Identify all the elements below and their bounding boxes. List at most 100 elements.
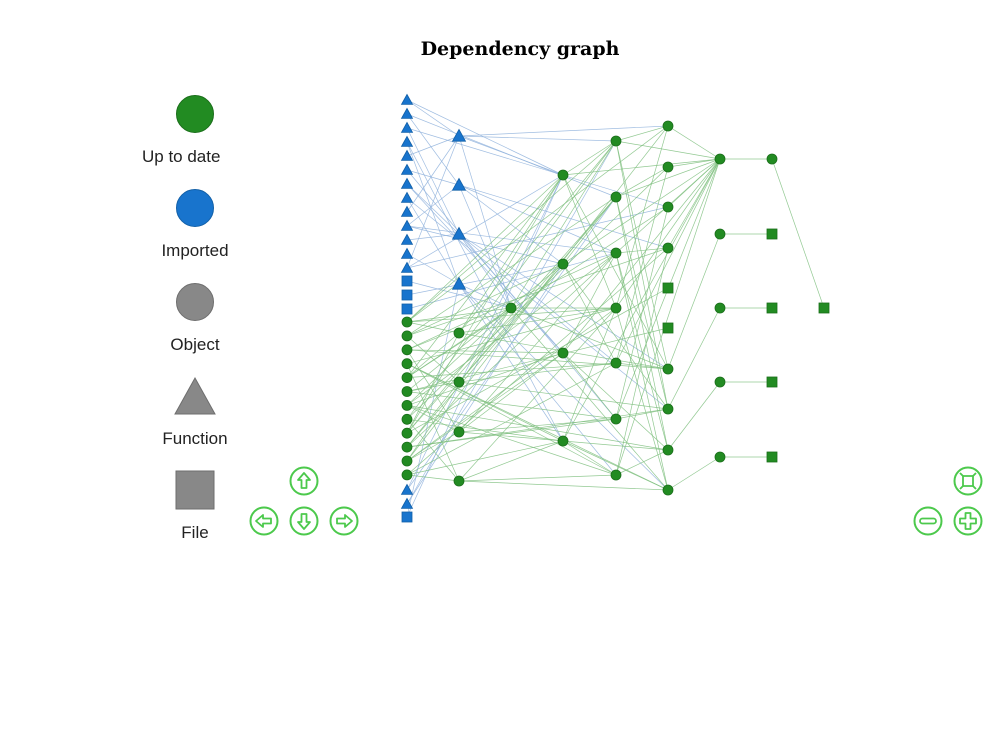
graph-node-object[interactable]	[557, 258, 569, 270]
graph-edge	[406, 335, 460, 383]
graph-node-function[interactable]	[400, 247, 414, 259]
graph-edge	[406, 253, 460, 285]
graph-node-function[interactable]	[451, 128, 467, 142]
graph-node-function[interactable]	[400, 107, 414, 119]
graph-node-file[interactable]	[766, 451, 778, 463]
graph-node-object[interactable]	[766, 153, 778, 165]
graph-node-object[interactable]	[662, 242, 674, 254]
graph-node-file[interactable]	[662, 282, 674, 294]
graph-node-object[interactable]	[505, 302, 517, 314]
graph-node-object[interactable]	[401, 330, 413, 342]
graph-node-object[interactable]	[453, 426, 465, 438]
graph-node-function[interactable]	[400, 219, 414, 231]
nav-up-button[interactable]	[289, 466, 319, 496]
graph-edge	[615, 158, 721, 476]
graph-edge	[615, 307, 669, 491]
graph-node-function[interactable]	[400, 135, 414, 147]
graph-node-function[interactable]	[451, 226, 467, 240]
graph-node-object[interactable]	[401, 441, 413, 453]
graph-node-object[interactable]	[662, 363, 674, 375]
graph-node-object[interactable]	[401, 316, 413, 328]
graph-node-object[interactable]	[714, 451, 726, 463]
graph-edge	[406, 287, 669, 434]
graph-edge	[615, 158, 721, 198]
graph-node-object[interactable]	[610, 413, 622, 425]
graph-node-function[interactable]	[451, 276, 467, 290]
graph-edge	[406, 252, 617, 310]
zoom-out-button[interactable]	[913, 506, 943, 536]
graph-node-file[interactable]	[401, 511, 413, 523]
graph-nodes	[400, 93, 830, 523]
graph-node-object[interactable]	[557, 347, 569, 359]
graph-node-object[interactable]	[610, 247, 622, 259]
graph-node-object[interactable]	[401, 427, 413, 439]
graph-node-function[interactable]	[400, 191, 414, 203]
nav-right-button[interactable]	[329, 506, 359, 536]
graph-edge	[406, 169, 460, 186]
graph-edge	[406, 135, 460, 157]
graph-node-object[interactable]	[714, 302, 726, 314]
graph-node-object[interactable]	[453, 475, 465, 487]
graph-node-function[interactable]	[400, 177, 414, 189]
graph-node-function[interactable]	[400, 149, 414, 161]
graph-edge	[615, 140, 669, 410]
graph-edge	[406, 252, 617, 406]
graph-node-file[interactable]	[818, 302, 830, 314]
graph-node-object[interactable]	[610, 302, 622, 314]
graph-node-object[interactable]	[610, 357, 622, 369]
graph-node-object[interactable]	[714, 153, 726, 165]
graph-node-object[interactable]	[401, 413, 413, 425]
graph-node-object[interactable]	[401, 358, 413, 370]
graph-node-function[interactable]	[400, 261, 414, 273]
graph-node-object[interactable]	[401, 455, 413, 467]
graph-node-file[interactable]	[766, 376, 778, 388]
graph-node-file[interactable]	[766, 302, 778, 314]
graph-node-file[interactable]	[662, 322, 674, 334]
graph-node-object[interactable]	[662, 120, 674, 132]
graph-node-object[interactable]	[401, 372, 413, 384]
graph-node-file[interactable]	[401, 275, 413, 287]
graph-node-object[interactable]	[662, 161, 674, 173]
graph-node-object[interactable]	[610, 135, 622, 147]
graph-node-object[interactable]	[401, 344, 413, 356]
graph-node-object[interactable]	[662, 201, 674, 213]
graph-node-object[interactable]	[610, 191, 622, 203]
graph-node-object[interactable]	[401, 399, 413, 411]
graph-node-object[interactable]	[662, 403, 674, 415]
graph-node-object[interactable]	[714, 376, 726, 388]
graph-edge	[406, 263, 564, 505]
graph-node-object[interactable]	[557, 435, 569, 447]
graph-node-object[interactable]	[401, 386, 413, 397]
graph-node-function[interactable]	[400, 205, 414, 217]
nav-down-button[interactable]	[289, 506, 319, 536]
graph-node-object[interactable]	[714, 228, 726, 240]
graph-node-function[interactable]	[451, 177, 467, 191]
graph-node-function[interactable]	[400, 233, 414, 245]
graph-edge	[406, 307, 512, 378]
graph-node-object[interactable]	[610, 469, 622, 481]
legend-item-imported: Imported	[130, 184, 260, 274]
graph-node-function[interactable]	[400, 163, 414, 175]
graph-node-object[interactable]	[453, 376, 465, 388]
legend-label-file: File	[181, 523, 209, 542]
graph-node-file[interactable]	[766, 228, 778, 240]
graph-node-function[interactable]	[400, 483, 414, 495]
graph-node-file[interactable]	[401, 303, 413, 315]
zoom-in-button[interactable]	[953, 506, 983, 536]
graph-node-object[interactable]	[401, 469, 413, 481]
graph-node-function[interactable]	[400, 121, 414, 133]
nav-left-button[interactable]	[249, 506, 279, 536]
graph-node-file[interactable]	[401, 289, 413, 301]
graph-node-function[interactable]	[400, 93, 414, 105]
graph-edge	[406, 197, 460, 285]
graph-node-object[interactable]	[453, 327, 465, 339]
graph-edge	[510, 307, 669, 491]
graph-node-object[interactable]	[662, 444, 674, 456]
graph-node-object[interactable]	[557, 169, 569, 181]
zoom-fit-button[interactable]	[953, 466, 983, 496]
graph-node-object[interactable]	[662, 484, 674, 496]
graph-edge	[406, 349, 460, 433]
graph-edge	[406, 141, 460, 285]
graph-node-function[interactable]	[400, 497, 414, 509]
